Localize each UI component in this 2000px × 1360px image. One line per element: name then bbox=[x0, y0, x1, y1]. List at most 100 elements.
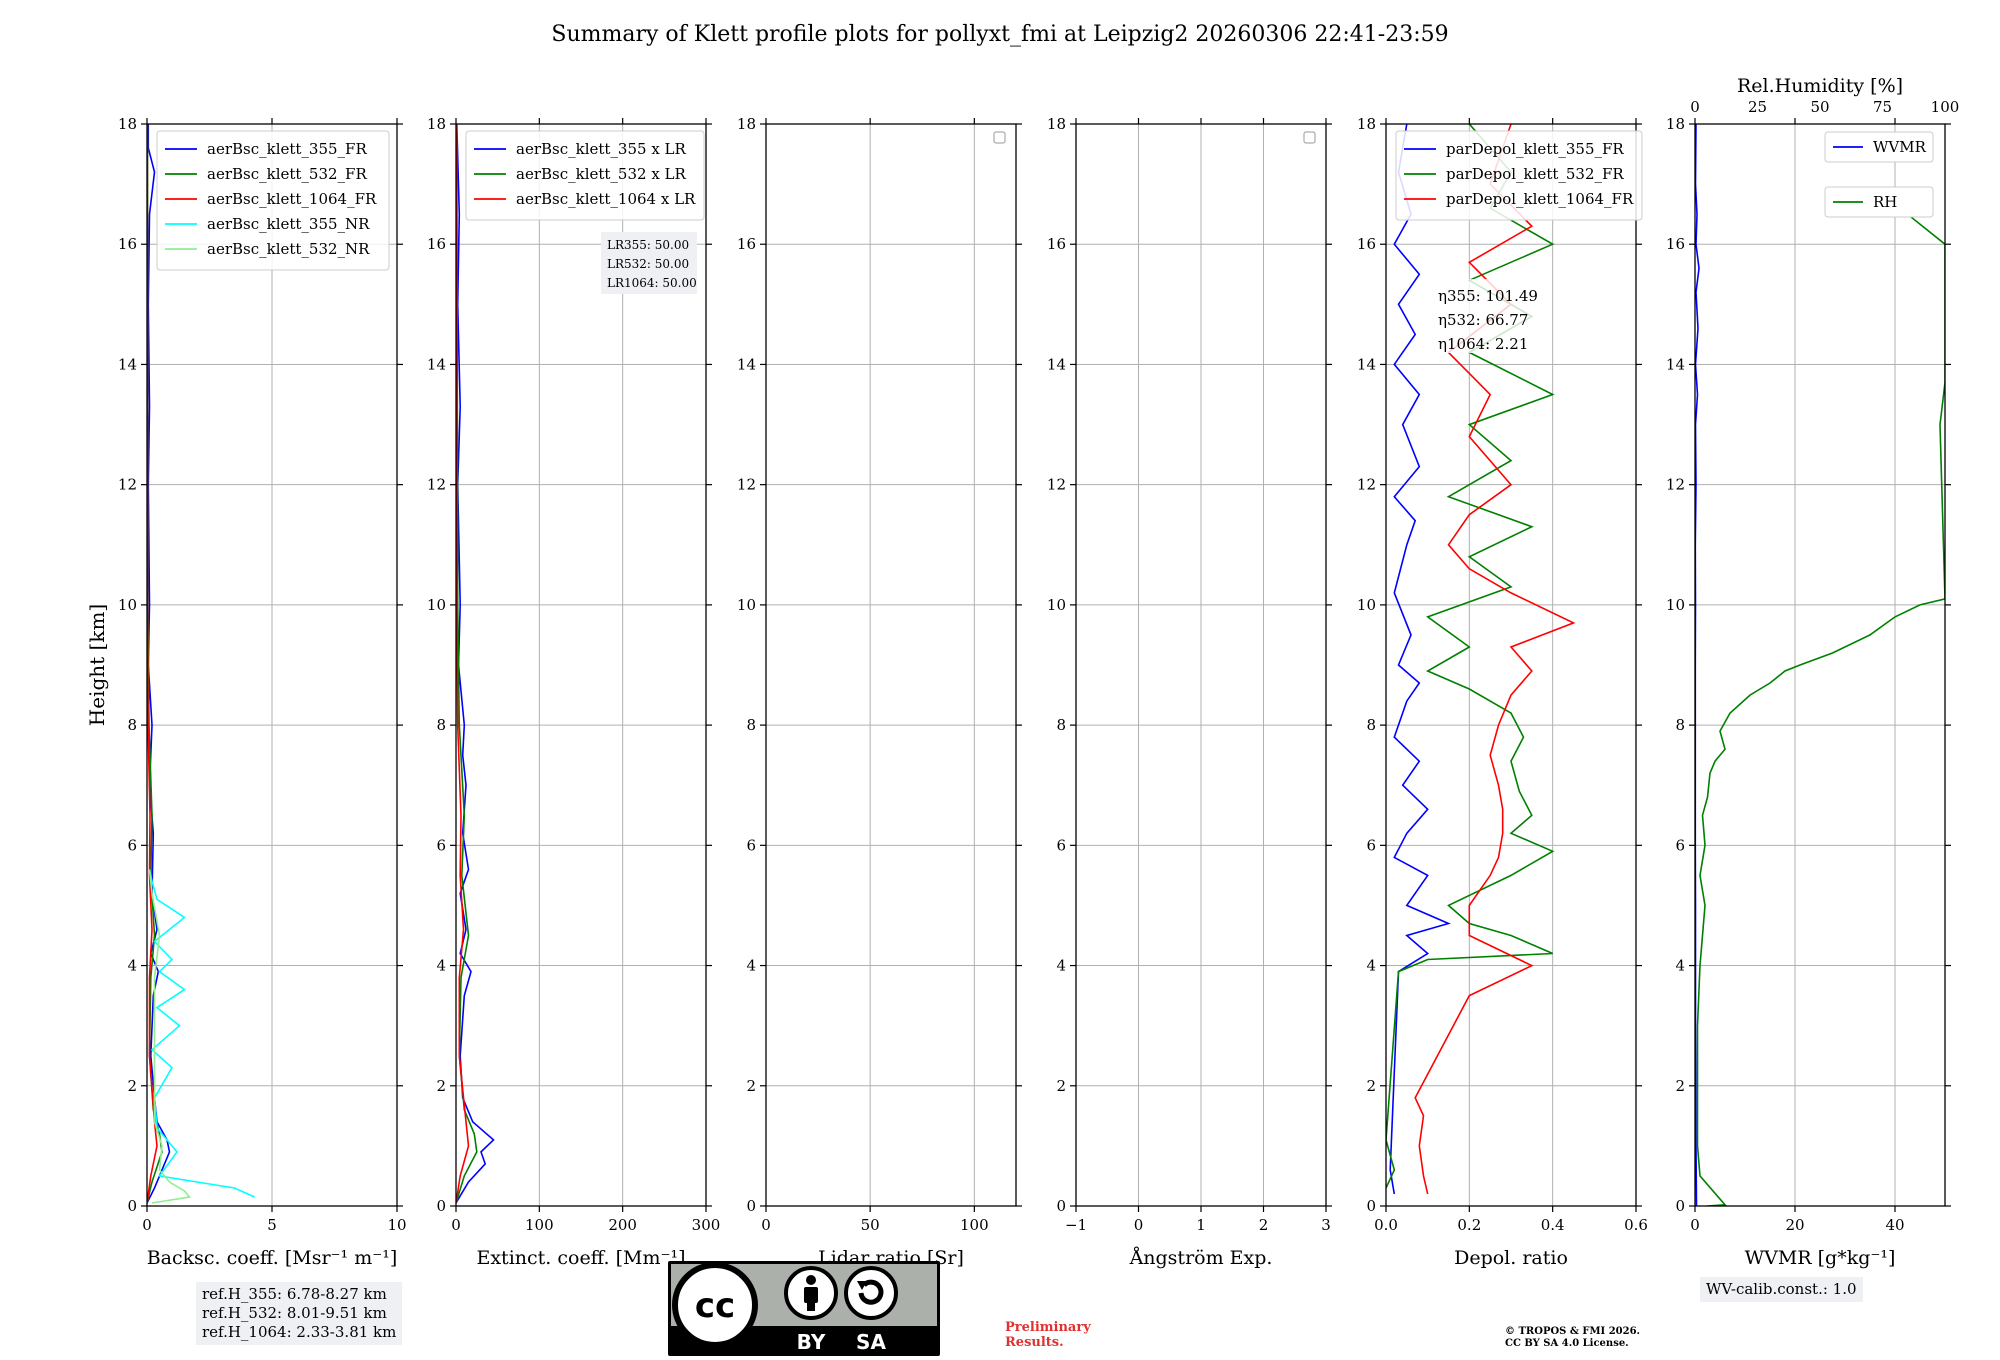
y-tick-label: 4 bbox=[436, 957, 446, 975]
y-tick-label: 2 bbox=[436, 1077, 446, 1095]
y-tick-label: 0 bbox=[1675, 1197, 1685, 1215]
y-tick-label: 10 bbox=[737, 596, 756, 614]
y-tick-label: 12 bbox=[1047, 476, 1066, 494]
y-axis-label: Height [km] bbox=[85, 604, 109, 726]
x-tick-label: 5 bbox=[267, 1216, 277, 1234]
x-tick-label: 50 bbox=[861, 1216, 880, 1234]
series-line-aerbsc-klett-355-x-lr bbox=[456, 124, 495, 1204]
x-tick-label: 0 bbox=[142, 1216, 152, 1234]
y-tick-label: 16 bbox=[1047, 235, 1066, 253]
license-sa-label: SA bbox=[856, 1330, 886, 1354]
top-tick-label: 0 bbox=[1690, 98, 1700, 116]
ref-height-532: ref.H_532: 8.01-9.51 km bbox=[202, 1304, 387, 1322]
cc-license-badge: cc BY SA bbox=[668, 1261, 940, 1356]
y-tick-label: 4 bbox=[1366, 957, 1376, 975]
axes-frame bbox=[146, 123, 398, 1207]
y-tick-label: 2 bbox=[1675, 1077, 1685, 1095]
y-tick-label: 14 bbox=[427, 355, 446, 373]
x-tick-label: −1 bbox=[1065, 1216, 1087, 1234]
y-tick-label: 12 bbox=[118, 476, 137, 494]
copyright-note: © TROPOS & FMI 2026. CC BY SA 4.0 Licens… bbox=[1505, 1326, 1705, 1350]
y-tick-label: 18 bbox=[1357, 115, 1376, 133]
y-tick-label: 14 bbox=[1047, 355, 1066, 373]
legend-box bbox=[465, 130, 705, 221]
y-tick-label: 10 bbox=[1047, 596, 1066, 614]
legend-box bbox=[1824, 186, 1934, 218]
x-tick-label: 40 bbox=[1885, 1216, 1904, 1234]
y-tick-label: 0 bbox=[746, 1197, 756, 1215]
y-tick-label: 10 bbox=[118, 596, 137, 614]
y-tick-label: 14 bbox=[1666, 355, 1685, 373]
eta-annotation-box bbox=[1432, 279, 1540, 353]
y-tick-label: 2 bbox=[746, 1077, 756, 1095]
legend-label: aerBsc_klett_1064 x LR bbox=[516, 190, 696, 208]
ref-height-1064: ref.H_1064: 2.33-3.81 km bbox=[202, 1323, 397, 1341]
legend-label: parDepol_klett_1064_FR bbox=[1446, 190, 1634, 208]
x-tick-label: 0 bbox=[761, 1216, 771, 1234]
panel-depol bbox=[1380, 118, 1643, 1212]
y-tick-label: 2 bbox=[1366, 1077, 1376, 1095]
y-tick-label: 6 bbox=[1675, 836, 1685, 854]
x-tick-label: 0.6 bbox=[1624, 1216, 1648, 1234]
top-axis-label: Rel.Humidity [%] bbox=[1737, 75, 1903, 97]
y-tick-label: 12 bbox=[1666, 476, 1685, 494]
y-tick-label: 18 bbox=[1047, 115, 1066, 133]
y-tick-label: 12 bbox=[427, 476, 446, 494]
legend-box bbox=[1824, 131, 1934, 163]
series-line-pardepol-klett-1064-fr bbox=[1414, 124, 1576, 1195]
x-tick-label: 1 bbox=[1196, 1216, 1206, 1234]
top-tick-label: 25 bbox=[1748, 98, 1767, 116]
legend-label: parDepol_klett_532_FR bbox=[1446, 165, 1624, 183]
y-tick-label: 16 bbox=[427, 235, 446, 253]
lr-annotation-text: LR532: 50.00 bbox=[607, 257, 689, 271]
panel-extinction bbox=[450, 118, 712, 1212]
legend-label: aerBsc_klett_355_FR bbox=[207, 140, 367, 158]
lr-annotation-text: LR355: 50.00 bbox=[607, 238, 689, 252]
x-axis-label: Extinct. coeff. [Mm⁻¹] bbox=[476, 1247, 685, 1269]
lr-annotation-box bbox=[601, 232, 697, 294]
y-tick-label: 16 bbox=[1357, 235, 1376, 253]
y-tick-label: 2 bbox=[127, 1077, 137, 1095]
x-axis-label: Ångström Exp. bbox=[1129, 1247, 1273, 1269]
x-tick-label: 0.4 bbox=[1541, 1216, 1565, 1234]
series-line-aerbsc-klett-532-nr bbox=[148, 869, 192, 1204]
empty-legend-box bbox=[993, 131, 1006, 144]
panel-angstrom bbox=[1070, 118, 1332, 1212]
x-tick-label: 0 bbox=[1690, 1216, 1700, 1234]
wv-calib-text: WV-calib.const.: 1.0 bbox=[1706, 1280, 1857, 1298]
legend-label: aerBsc_klett_355_NR bbox=[207, 215, 370, 233]
legend-label: aerBsc_klett_532 x LR bbox=[516, 165, 687, 183]
x-axis-label: WVMR [g*kg⁻¹] bbox=[1745, 1247, 1896, 1269]
x-tick-label: 3 bbox=[1321, 1216, 1331, 1234]
eta-annotation-text: η1064: 2.21 bbox=[1438, 335, 1528, 353]
eta-annotation-text: η355: 101.49 bbox=[1438, 287, 1538, 305]
y-tick-label: 16 bbox=[118, 235, 137, 253]
legend-box bbox=[156, 130, 390, 271]
y-tick-label: 6 bbox=[436, 836, 446, 854]
share-alike-icon bbox=[844, 1266, 898, 1320]
y-tick-label: 14 bbox=[737, 355, 756, 373]
y-tick-label: 16 bbox=[737, 235, 756, 253]
lr-annotation-text: LR1064: 50.00 bbox=[607, 276, 697, 290]
y-tick-label: 6 bbox=[127, 836, 137, 854]
legend-label: aerBsc_klett_1064_FR bbox=[207, 190, 377, 208]
y-tick-label: 8 bbox=[746, 716, 756, 734]
y-tick-label: 14 bbox=[118, 355, 137, 373]
series-line-aerbsc-klett-532-x-lr bbox=[456, 124, 478, 1204]
axes-frame bbox=[1075, 123, 1327, 1207]
x-tick-label: 2 bbox=[1259, 1216, 1269, 1234]
y-tick-label: 0 bbox=[436, 1197, 446, 1215]
series-line-aerbsc-klett-1064-fr bbox=[147, 124, 158, 1204]
figure-title: Summary of Klett profile plots for polly… bbox=[551, 22, 1449, 47]
y-tick-label: 4 bbox=[1056, 957, 1066, 975]
cc-circle-icon bbox=[672, 1262, 758, 1348]
wv-calib-box: WV-calib.const.: 1.0 bbox=[1700, 1277, 1863, 1302]
y-tick-label: 18 bbox=[427, 115, 446, 133]
y-tick-label: 10 bbox=[1666, 596, 1685, 614]
axes-frame bbox=[765, 123, 1017, 1207]
y-tick-label: 8 bbox=[127, 716, 137, 734]
top-tick-label: 50 bbox=[1810, 98, 1829, 116]
panel-backscatter bbox=[141, 118, 403, 1212]
x-tick-label: 0 bbox=[1134, 1216, 1144, 1234]
